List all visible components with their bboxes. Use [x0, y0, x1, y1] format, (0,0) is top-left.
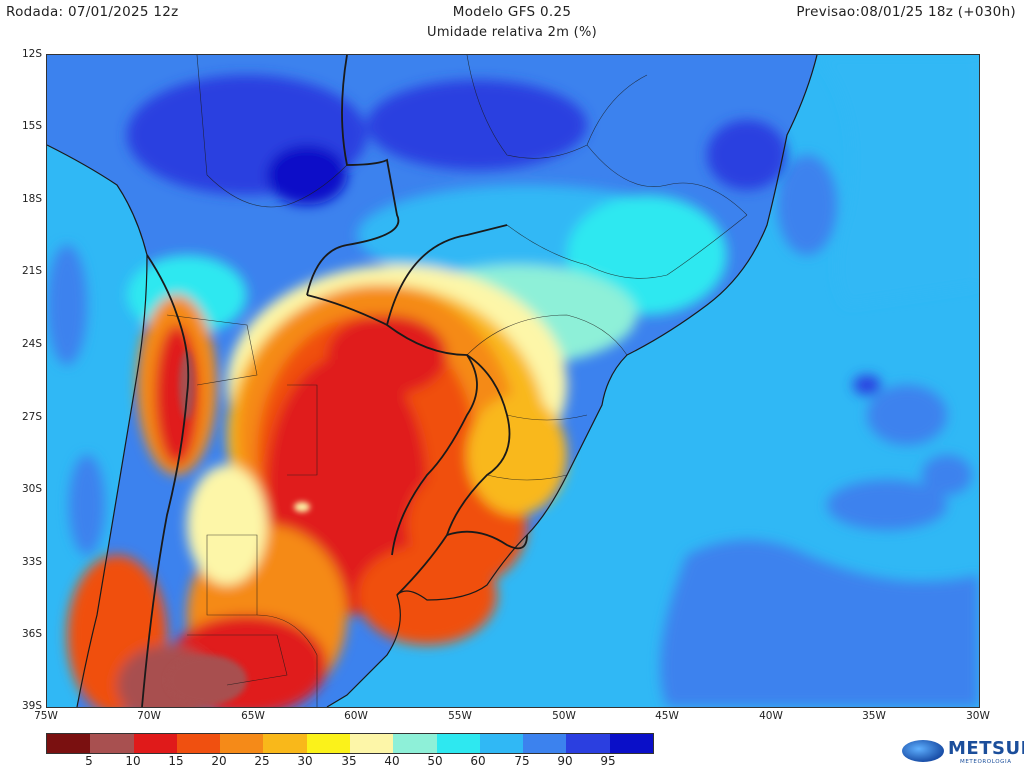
lat-label: 33S [21, 556, 42, 568]
lat-label: 15S [21, 120, 42, 132]
lon-label: 45W [655, 710, 679, 722]
lat-label: 39S [21, 700, 42, 712]
colorbar-swatch [523, 734, 567, 753]
colorbar-swatch [349, 734, 394, 753]
lon-label: 65W [241, 710, 265, 722]
humidity-map-svg [47, 55, 979, 707]
colorbar-label: 35 [341, 754, 357, 768]
driest-spots [167, 350, 310, 705]
pacific-coastline [47, 144, 148, 707]
lat-label: 30S [21, 483, 42, 495]
model-title: Modelo GFS 0.25 [452, 4, 572, 20]
forecast-time-label: Previsao:08/01/25 18z (+030h) [796, 4, 1016, 20]
colorbar-label: 40 [384, 754, 400, 768]
colorbar-label: 50 [427, 754, 443, 768]
colorbar-swatch [263, 734, 307, 753]
ocean-humidity-patches [47, 55, 979, 707]
lat-label: 27S [21, 411, 42, 423]
colorbar-swatch [609, 734, 653, 753]
colorbar-label: 10 [125, 754, 141, 768]
logo-subtitle: METEOROLOGIA [960, 759, 1012, 765]
run-time-label: Rodada: 07/01/2025 12z [6, 4, 179, 20]
lat-label: 21S [21, 265, 42, 277]
lon-label: 35W [862, 710, 886, 722]
colorbar-label: 60 [470, 754, 486, 768]
colorbar-label: 30 [297, 754, 313, 768]
lon-label: 30W [966, 710, 990, 722]
colorbar-swatch [436, 734, 480, 753]
lon-label: 55W [448, 710, 472, 722]
colorbar-swatch [393, 734, 437, 753]
colorbar-label: 75 [514, 754, 530, 768]
colorbar-swatch [306, 734, 350, 753]
metsul-logo: METSUL METEOROLOGIA [902, 738, 1024, 768]
colorbar-swatch [220, 734, 264, 753]
colorbar-label: 25 [254, 754, 270, 768]
colorbar-label: 95 [600, 754, 616, 768]
lon-label: 50W [552, 710, 576, 722]
lat-label: 24S [21, 338, 42, 350]
colorbar-swatch [566, 734, 610, 753]
variable-title: Umidade relativa 2m (%) [427, 25, 597, 40]
colorbar-label: 90 [557, 754, 573, 768]
logo-brand: METSUL [948, 738, 1024, 759]
lat-label: 18S [21, 193, 42, 205]
colorbar-swatch [47, 734, 91, 753]
humidity-map [46, 54, 980, 708]
globe-icon [902, 740, 944, 762]
colorbar-label: 15 [168, 754, 184, 768]
colorbar-swatch [176, 734, 221, 753]
lat-label: 12S [21, 48, 42, 60]
colorbar-swatch [479, 734, 524, 753]
colorbar-label: 5 [85, 754, 93, 768]
colorbar-swatch [90, 734, 134, 753]
colorbar [46, 733, 654, 754]
state-borders [166, 55, 748, 707]
colorbar-label: 20 [211, 754, 227, 768]
lon-label: 75W [34, 710, 58, 722]
lon-label: 70W [137, 710, 161, 722]
lon-label: 40W [759, 710, 783, 722]
lon-label: 60W [344, 710, 368, 722]
colorbar-swatch [133, 734, 177, 753]
country-borders [141, 55, 528, 707]
lat-label: 36S [21, 628, 42, 640]
